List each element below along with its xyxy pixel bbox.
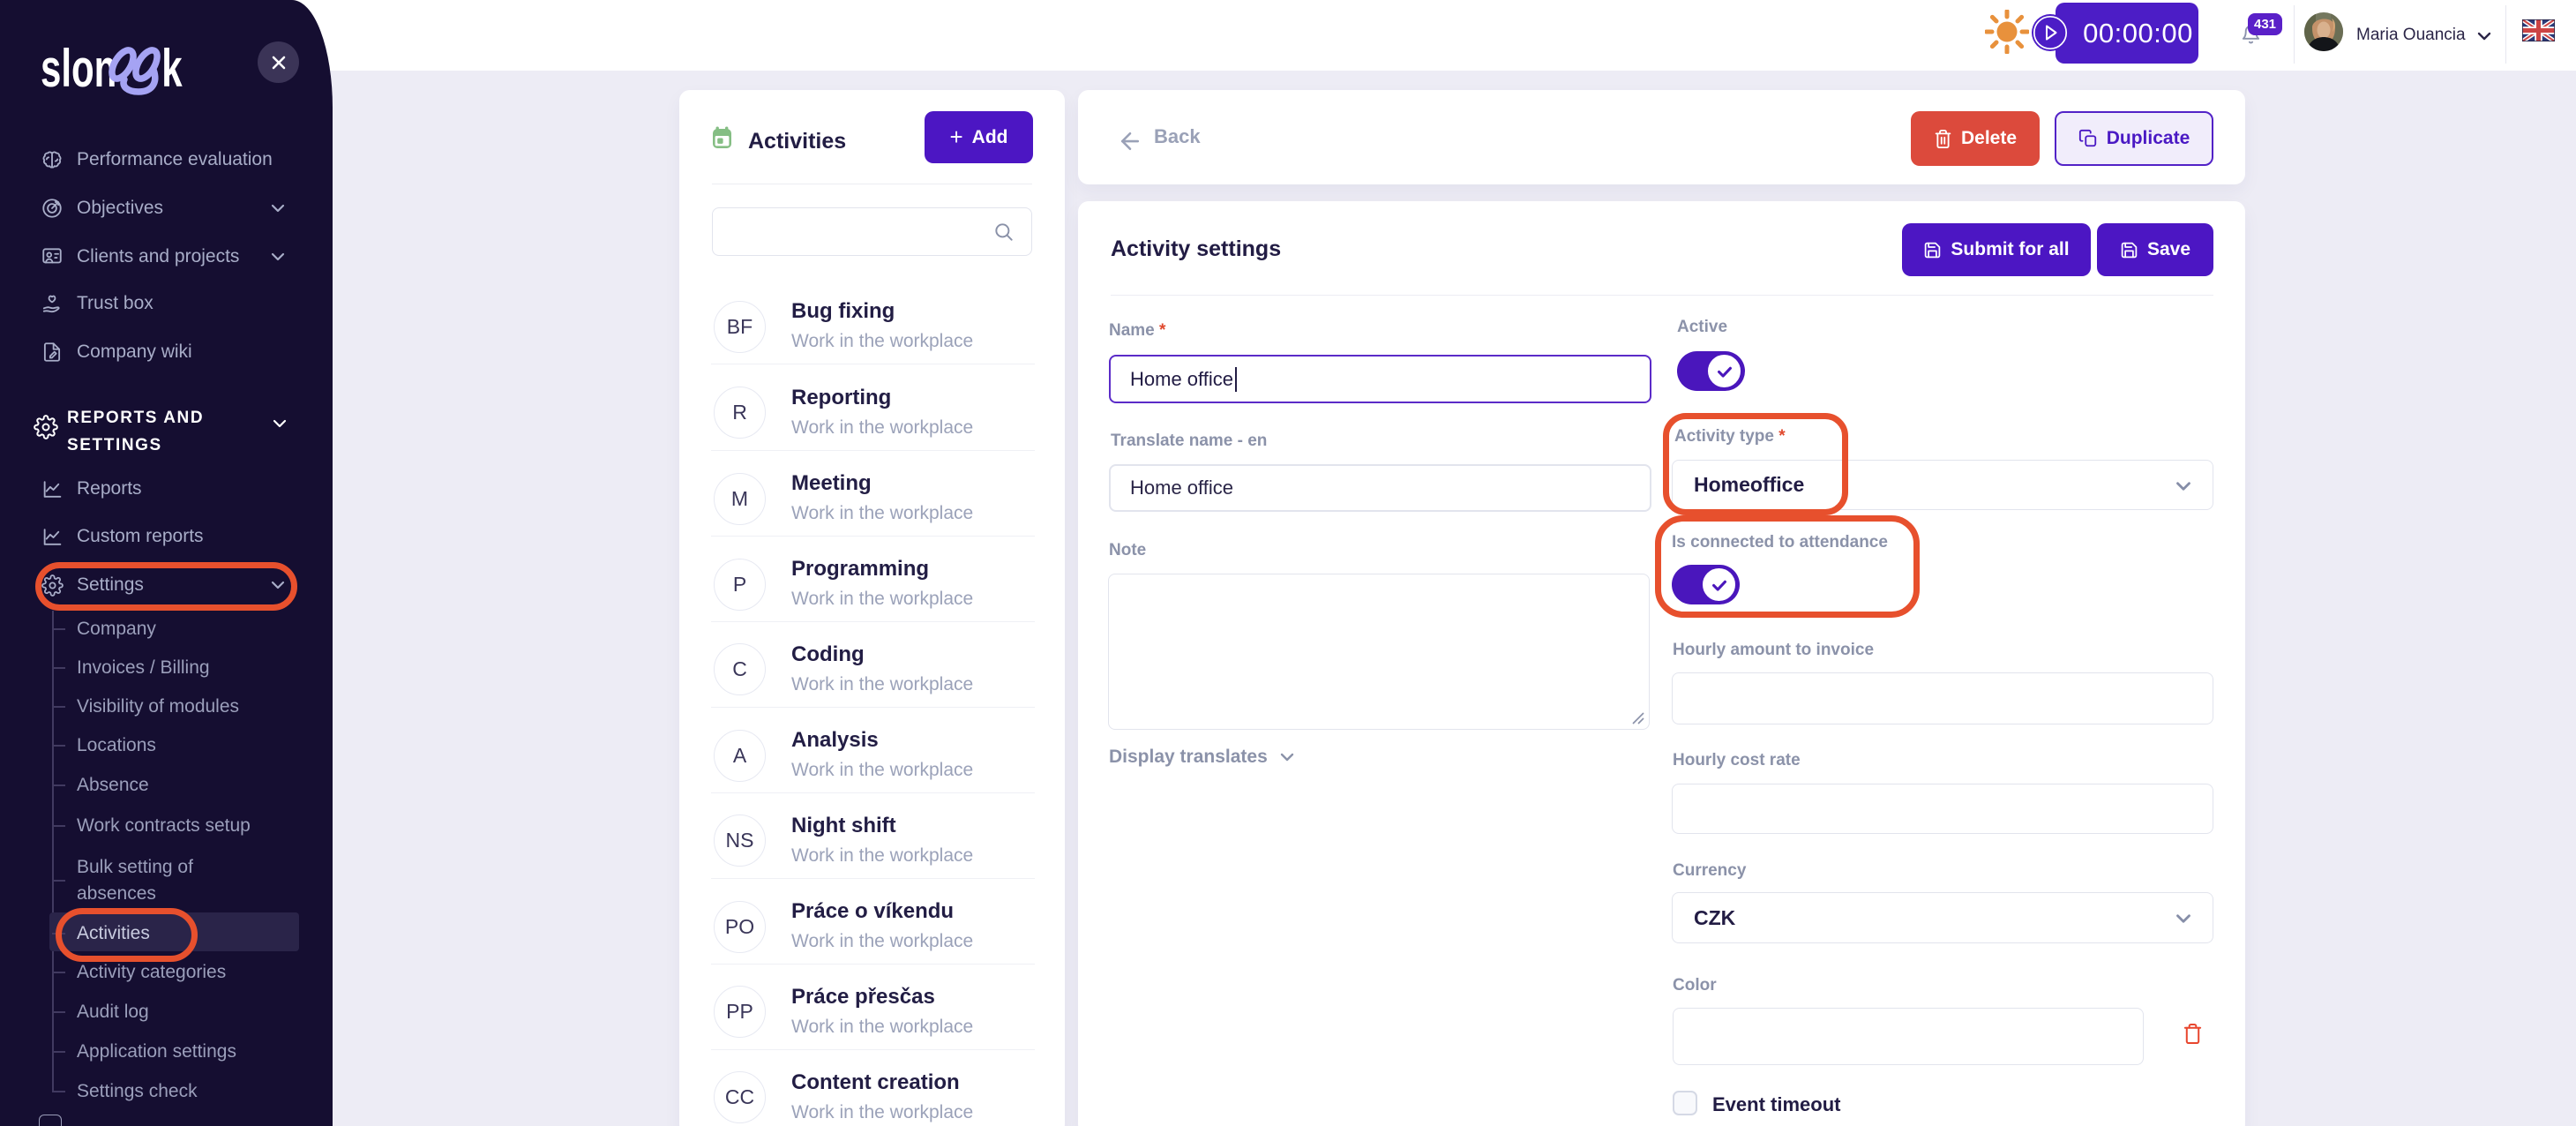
svg-text:k: k: [161, 42, 183, 98]
svg-text:slon: slon: [41, 42, 116, 98]
